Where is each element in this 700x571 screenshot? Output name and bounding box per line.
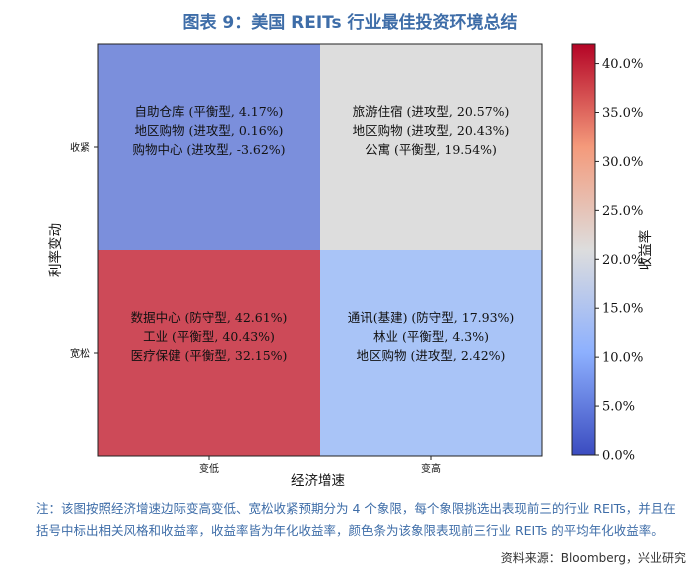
cell-label: 自助仓库 (平衡型, 4.17%): [135, 104, 284, 119]
colorbar-tick-label: 0.0%: [602, 449, 635, 464]
cell-label: 购物中心 (进攻型, -3.62%): [132, 142, 285, 157]
cell-label: 地区购物 (进攻型, 20.43%): [353, 123, 510, 138]
colorbar-tick-label: 5.0%: [602, 400, 635, 415]
cell-label: 公寓 (平衡型, 19.54%): [365, 142, 497, 157]
cell-label: 地区购物 (进攻型, 0.16%): [135, 123, 284, 138]
heatmap-chart: 自助仓库 (平衡型, 4.17%) 地区购物 (进攻型, 0.16%) 购物中心 (…: [47, 43, 654, 489]
cell-label: 医疗保健 (平衡型, 32.15%): [131, 348, 288, 363]
footnote: 注：该图按照经济增速边际变高变低、宽松收紧预期分为 4 个象限，每个象限挑选出表…: [36, 501, 676, 538]
x-tick-label: 变高: [421, 462, 441, 475]
x-tick-label: 变低: [199, 462, 219, 475]
colorbar-tick-label: 30.0%: [602, 155, 643, 170]
cell-label: 林业 (平衡型, 4.3%): [373, 329, 489, 344]
colorbar-title: 收益率: [637, 230, 654, 271]
y-tick-label: 宽松: [70, 347, 90, 360]
colorbar-tick-label: 40.0%: [602, 57, 643, 72]
colorbar-tick-label: 20.0%: [602, 253, 643, 268]
colorbar-gradient: [571, 43, 596, 456]
cell-label: 地区购物 (进攻型, 2.42%): [357, 348, 506, 363]
colorbar: 0.0% 5.0% 10.0% 15.0% 20.0% 25.0% 30.0% 35.0% 40…: [571, 43, 643, 464]
colorbar-tick-label: 25.0%: [602, 204, 643, 219]
cell-label: 通讯(基建) (防守型, 17.93%): [348, 310, 515, 325]
x-axis-title: 经济增速: [291, 473, 345, 489]
plot-area: 自助仓库 (平衡型, 4.17%) 地区购物 (进攻型, 0.16%) 购物中心 (…: [70, 43, 543, 475]
heatmap-cell-4: [320, 250, 542, 456]
chart-title: 图表 9：美国 REITs 行业最佳投资环境总结: [182, 13, 518, 33]
heatmap-cell-1: [98, 44, 320, 250]
cell-label: 数据中心 (防守型, 42.61%): [131, 310, 288, 325]
source-text: 资料来源：Bloomberg，兴业研究: [500, 551, 686, 565]
y-tick-label: 收紧: [70, 141, 90, 154]
colorbar-tick-label: 35.0%: [602, 106, 643, 121]
cell-label: 工业 (平衡型, 40.43%): [143, 329, 275, 344]
cell-label: 旅游住宿 (进攻型, 20.57%): [353, 104, 510, 119]
plot-frame: [97, 43, 543, 457]
heatmap-cell-3: [98, 250, 320, 456]
y-axis-title: 利率变动: [47, 223, 64, 277]
heatmap-cell-2: [320, 44, 542, 250]
colorbar-tick-label: 15.0%: [602, 302, 643, 317]
colorbar-tick-label: 10.0%: [602, 351, 643, 366]
